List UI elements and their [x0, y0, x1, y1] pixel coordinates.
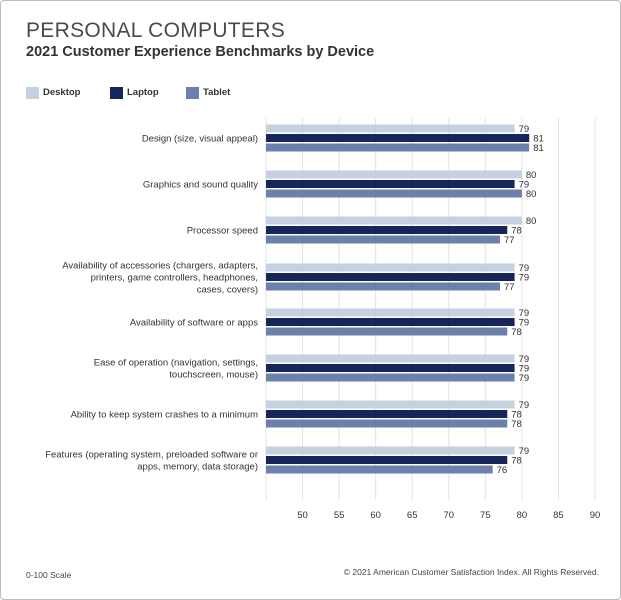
- value-label-desktop-7: 79: [519, 446, 530, 457]
- bar-desktop-0: [266, 124, 515, 133]
- x-tick-label-50: 50: [297, 510, 308, 521]
- value-label-laptop-4: 79: [519, 318, 530, 329]
- bar-laptop-2: [266, 226, 508, 234]
- category-label-5-line-1: touchscreen, mouse): [169, 370, 258, 381]
- category-label-7-line-0: Features (operating system, preloaded so…: [45, 450, 258, 461]
- value-label-tablet-1: 80: [526, 189, 537, 200]
- bar-laptop-6: [266, 410, 508, 418]
- value-label-tablet-4: 78: [511, 327, 522, 338]
- x-tick-label-55: 55: [334, 510, 345, 521]
- bar-laptop-0: [266, 134, 530, 142]
- legend-item-laptop: Laptop: [110, 84, 159, 102]
- category-label-5-line-0: Ease of operation (navigation, settings,: [94, 358, 258, 369]
- category-label-1-line-0: Graphics and sound quality: [143, 180, 258, 191]
- value-label-desktop-5: 79: [519, 354, 530, 365]
- legend-item-tablet: Tablet: [186, 84, 230, 102]
- category-labels: Design (size, visual appeal) Graphics and…: [45, 134, 258, 473]
- x-tick-label-80: 80: [517, 510, 528, 521]
- x-tick-label-65: 65: [407, 510, 418, 521]
- bar-tablet-1: [266, 189, 522, 198]
- value-label-laptop-1: 79: [519, 180, 530, 191]
- bar-tablet-3: [266, 282, 500, 291]
- scale-note: 0-100 Scale: [26, 570, 72, 580]
- legend-label-laptop: Laptop: [127, 87, 159, 99]
- x-tick-label-85: 85: [553, 510, 564, 521]
- value-label-tablet-3: 77: [504, 282, 515, 293]
- value-label-desktop-2: 80: [526, 216, 537, 227]
- value-label-laptop-2: 78: [511, 226, 522, 237]
- legend-swatch-desktop: [26, 86, 39, 99]
- bar-tablet-5: [266, 373, 515, 382]
- x-tick-label-70: 70: [443, 510, 454, 521]
- bar-laptop-3: [266, 273, 515, 281]
- category-label-0-line-0: Design (size, visual appeal): [142, 134, 258, 145]
- value-label-tablet-5: 79: [519, 373, 530, 384]
- category-label-3-line-2: cases, covers): [197, 285, 258, 296]
- value-label-desktop-0: 79: [519, 124, 530, 135]
- value-labels: 7981818079808078777979777979787979797978…: [497, 124, 544, 476]
- value-label-laptop-6: 78: [511, 410, 522, 421]
- value-label-tablet-6: 78: [511, 419, 522, 430]
- bar-tablet-2: [266, 235, 500, 244]
- bar-desktop-5: [266, 354, 515, 363]
- value-label-tablet-7: 76: [497, 465, 508, 476]
- x-axis-ticks: 50 55 60 65 70 75 80 85 90: [297, 510, 600, 521]
- bar-desktop-3: [266, 263, 515, 272]
- legend-swatch-tablet: [186, 86, 199, 99]
- value-label-tablet-2: 77: [504, 235, 515, 246]
- category-label-7-line-1: apps, memory, data storage): [137, 462, 258, 473]
- bar-desktop-2: [266, 216, 522, 225]
- category-label-2-line-0: Processor speed: [187, 226, 258, 237]
- x-tick-label-75: 75: [480, 510, 491, 521]
- legend-swatch-laptop: [110, 86, 123, 99]
- category-label-3-line-1: printers, game controllers, headphones,: [91, 273, 258, 284]
- bar-tablet-6: [266, 419, 508, 428]
- x-tick-label-60: 60: [370, 510, 381, 521]
- legend-label-tablet: Tablet: [203, 87, 231, 99]
- bar-desktop-1: [266, 170, 522, 179]
- bar-laptop-5: [266, 364, 515, 372]
- value-label-laptop-0: 81: [533, 134, 544, 145]
- value-label-laptop-3: 79: [519, 273, 530, 284]
- bar-desktop-4: [266, 308, 515, 317]
- value-label-tablet-0: 81: [533, 143, 544, 154]
- bar-laptop-4: [266, 318, 515, 326]
- chart-title: PERSONAL COMPUTERS: [26, 19, 285, 42]
- value-label-desktop-1: 80: [526, 170, 537, 181]
- bar-tablet-0: [266, 143, 530, 152]
- bar-laptop-1: [266, 180, 515, 188]
- legend-item-desktop: Desktop: [26, 84, 80, 102]
- value-label-laptop-7: 78: [511, 456, 522, 467]
- category-label-4-line-0: Availability of software or apps: [130, 318, 258, 329]
- bar-tablet-4: [266, 327, 508, 336]
- bar-laptop-7: [266, 456, 508, 464]
- bar-desktop-6: [266, 400, 515, 409]
- chart-subtitle: 2021 Customer Experience Benchmarks by D…: [26, 44, 375, 60]
- legend-label-desktop: Desktop: [43, 87, 81, 99]
- bars: [266, 124, 530, 474]
- value-label-desktop-3: 79: [519, 263, 530, 274]
- bar-desktop-7: [266, 446, 515, 455]
- value-label-laptop-5: 79: [519, 364, 530, 375]
- x-tick-label-90: 90: [590, 510, 601, 521]
- category-label-3-line-0: Availability of accessories (chargers, a…: [62, 261, 258, 272]
- category-label-6-line-0: Ability to keep system crashes to a mini…: [71, 410, 259, 421]
- bar-tablet-7: [266, 465, 493, 474]
- value-label-desktop-4: 79: [519, 308, 530, 319]
- value-label-desktop-6: 79: [519, 400, 530, 411]
- copyright: © 2021 American Customer Satisfaction In…: [343, 567, 599, 577]
